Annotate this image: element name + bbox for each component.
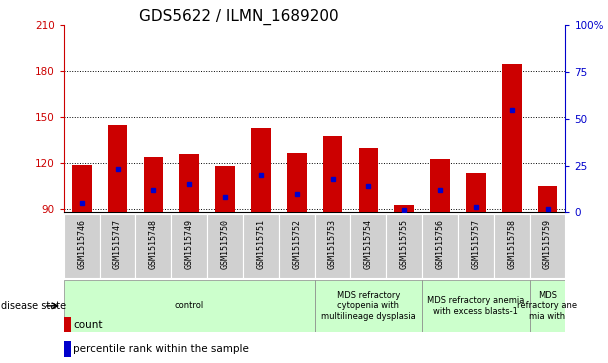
Bar: [251, 128, 271, 212]
Bar: [207, 214, 243, 278]
Bar: [215, 166, 235, 212]
Text: GSM1515746: GSM1515746: [77, 219, 86, 269]
Bar: [350, 214, 386, 278]
Text: MDS refractory anemia
with excess blasts-1: MDS refractory anemia with excess blasts…: [427, 296, 525, 315]
Text: GSM1515757: GSM1515757: [471, 219, 480, 269]
Text: GSM1515751: GSM1515751: [257, 219, 266, 269]
Bar: [537, 186, 558, 212]
Bar: [64, 214, 100, 278]
Bar: [72, 165, 92, 212]
Bar: [100, 214, 136, 278]
Bar: [243, 214, 279, 278]
Bar: [64, 280, 315, 332]
Bar: [530, 214, 565, 278]
Text: disease state: disease state: [1, 301, 66, 311]
Bar: [171, 214, 207, 278]
Bar: [502, 64, 522, 212]
Text: MDS refractory
cytopenia with
multilineage dysplasia: MDS refractory cytopenia with multilinea…: [321, 291, 416, 321]
Text: GSM1515755: GSM1515755: [399, 219, 409, 269]
Bar: [466, 172, 486, 212]
Bar: [64, 341, 71, 357]
Bar: [315, 214, 350, 278]
Text: GSM1515758: GSM1515758: [507, 219, 516, 269]
Text: GDS5622 / ILMN_1689200: GDS5622 / ILMN_1689200: [139, 9, 339, 25]
Bar: [359, 148, 378, 212]
Bar: [458, 214, 494, 278]
Bar: [430, 159, 450, 212]
Bar: [108, 125, 128, 212]
Bar: [494, 214, 530, 278]
Bar: [179, 154, 199, 212]
Bar: [64, 317, 71, 333]
Text: GSM1515759: GSM1515759: [543, 219, 552, 269]
Bar: [395, 205, 414, 212]
Text: GSM1515754: GSM1515754: [364, 219, 373, 269]
Text: percentile rank within the sample: percentile rank within the sample: [73, 344, 249, 354]
Bar: [136, 214, 171, 278]
Text: GSM1515756: GSM1515756: [435, 219, 444, 269]
Bar: [422, 214, 458, 278]
Text: GSM1515753: GSM1515753: [328, 219, 337, 269]
Bar: [530, 280, 565, 332]
Bar: [323, 136, 342, 212]
Bar: [386, 214, 422, 278]
Bar: [143, 157, 164, 212]
Text: GSM1515752: GSM1515752: [292, 219, 301, 269]
Text: GSM1515748: GSM1515748: [149, 219, 158, 269]
Bar: [422, 280, 530, 332]
Text: count: count: [73, 319, 103, 330]
Bar: [279, 214, 315, 278]
Text: MDS
refractory ane
mia with: MDS refractory ane mia with: [517, 291, 578, 321]
Text: GSM1515749: GSM1515749: [185, 219, 194, 269]
Text: GSM1515747: GSM1515747: [113, 219, 122, 269]
Text: control: control: [174, 301, 204, 310]
Text: GSM1515750: GSM1515750: [221, 219, 230, 269]
Bar: [287, 152, 306, 212]
Bar: [315, 280, 422, 332]
